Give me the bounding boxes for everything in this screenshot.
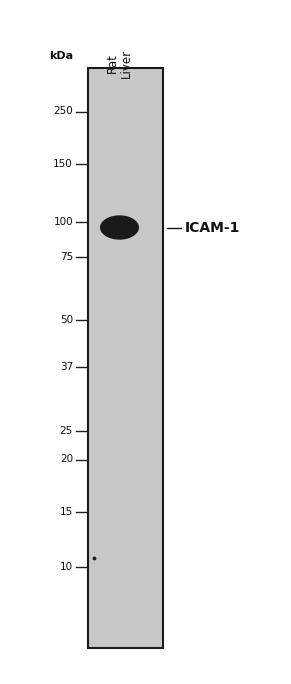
Text: Liver: Liver <box>120 49 132 77</box>
Text: 50: 50 <box>60 315 73 326</box>
Text: Rat: Rat <box>106 53 118 73</box>
Text: 25: 25 <box>60 425 73 436</box>
Text: 10: 10 <box>60 562 73 572</box>
Text: ICAM-1: ICAM-1 <box>185 220 240 235</box>
Ellipse shape <box>100 215 139 239</box>
Text: kDa: kDa <box>49 51 73 61</box>
Text: 37: 37 <box>60 362 73 371</box>
Text: 150: 150 <box>53 159 73 169</box>
Text: 75: 75 <box>60 252 73 261</box>
Text: 250: 250 <box>53 107 73 116</box>
Text: 20: 20 <box>60 454 73 464</box>
Text: 15: 15 <box>60 507 73 516</box>
Text: 100: 100 <box>53 217 73 226</box>
Bar <box>88 68 163 648</box>
